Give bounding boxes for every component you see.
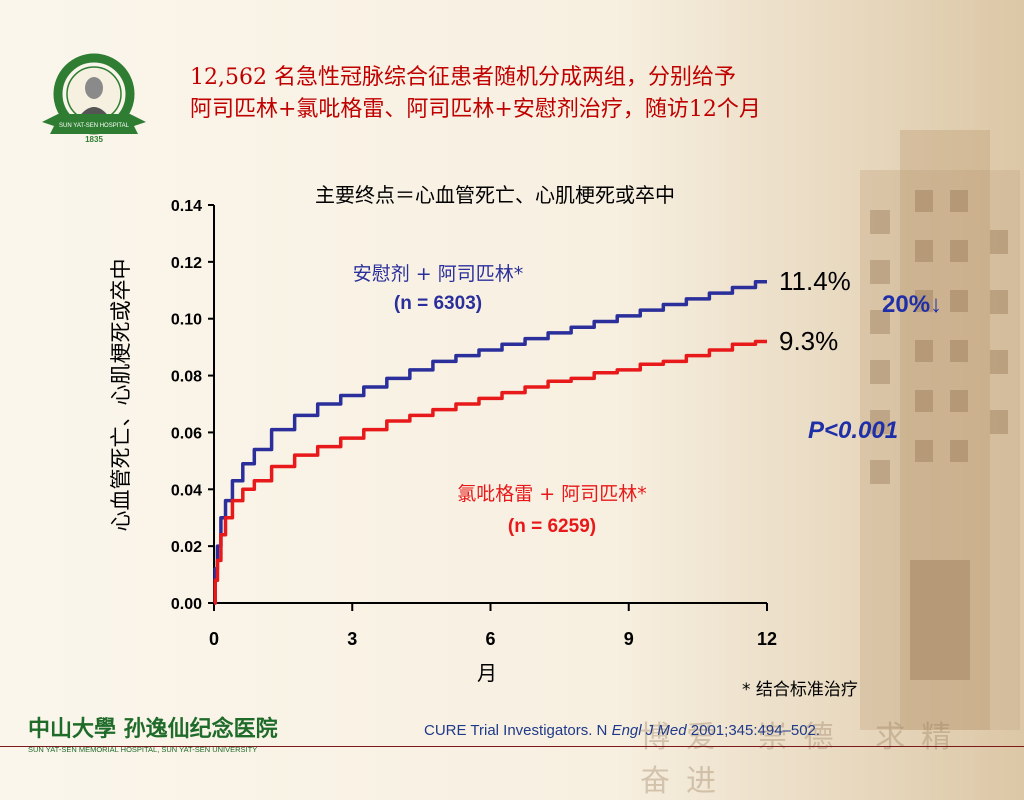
clopidogrel-end-value-label: 9.3% — [779, 326, 838, 356]
logo-year: 1835 — [85, 135, 103, 144]
y-tick-label: 0.04 — [171, 482, 202, 499]
footer-logo-subtext: SUN YAT-SEN MEMORIAL HOSPITAL, SUN YAT-S… — [28, 745, 257, 754]
x-tick-label: 6 — [485, 629, 495, 649]
y-tick-label: 0.06 — [171, 425, 202, 442]
placebo-series-label: 安慰剂 + 阿司匹林* — [353, 263, 524, 285]
clopidogrel-series-label: 氯吡格雷 + 阿司匹林* — [457, 483, 647, 505]
citation: CURE Trial Investigators. N Engl J Med 2… — [424, 722, 820, 739]
background-building-image — [860, 130, 1020, 730]
footer-logo-text: 中山大學 孙逸仙纪念医院 — [28, 716, 278, 742]
x-axis-label: 月 — [477, 661, 497, 685]
x-tick-label: 3 — [347, 629, 357, 649]
clopidogrel-n-label: (n = 6259) — [508, 516, 596, 537]
placebo-series-line — [213, 280, 767, 605]
placebo-end-value-label: 11.4% — [779, 266, 851, 296]
placebo-n-label: (n = 6303) — [394, 293, 482, 314]
y-tick-label: 0.02 — [171, 539, 202, 556]
x-tick-label: 9 — [624, 629, 634, 649]
citation-suffix: 2001;345:494–502. — [686, 722, 821, 739]
footer-hospital-logo: 中山大學 孙逸仙纪念医院 SUN YAT-SEN MEMORIAL HOSPIT… — [28, 716, 278, 754]
x-tick-label: 0 — [209, 629, 219, 649]
slide-title: 12,562 名急性冠脉综合征患者随机分成两组，分别给予 阿司匹林+氯吡格雷、阿… — [190, 62, 910, 126]
footnote: * 结合标准治疗 — [742, 680, 858, 700]
chart-title: 主要终点＝心血管死亡、心肌梗死或卒中 — [315, 183, 675, 207]
y-tick-label: 0.00 — [171, 596, 202, 613]
chart-series-lines — [213, 280, 767, 605]
y-tick-label: 0.08 — [171, 369, 202, 386]
slide-title-line2: 阿司匹林+氯吡格雷、阿司匹林+安慰剂治疗，随访12个月 — [190, 97, 761, 122]
chart-ticks: 0.00 0.02 0.04 0.06 0.08 0.10 0.12 0.14 0 3 6 9 12 — [171, 198, 777, 649]
x-tick-label: 12 — [757, 629, 777, 649]
kaplan-meier-chart: 主要终点＝心血管死亡、心肌梗死或卒中 心血管死亡、心肌梗死或卒中 月 0.000… — [109, 183, 942, 685]
y-tick-label: 0.10 — [171, 312, 202, 329]
y-tick-label: 0.12 — [171, 255, 202, 272]
svg-text:SUN YAT-SEN HOSPITAL: SUN YAT-SEN HOSPITAL — [59, 123, 130, 129]
hospital-seal-logo: SUN YAT-SEN HOSPITAL 1835 — [42, 53, 146, 144]
citation-prefix: CURE Trial Investigators. N — [424, 722, 612, 739]
citation-journal: Engl J Med — [611, 722, 687, 739]
clopidogrel-series-line — [213, 339, 767, 605]
y-axis-label: 心血管死亡、心肌梗死或卒中 — [109, 259, 133, 532]
risk-reduction-label: 20%↓ — [882, 291, 942, 318]
p-value-label: P<0.001 — [808, 417, 898, 444]
y-tick-label: 0.14 — [171, 198, 202, 215]
slide-title-line1: 12,562 名急性冠脉综合征患者随机分成两组，分别给予 — [190, 65, 736, 90]
footer-divider — [0, 746, 1024, 747]
